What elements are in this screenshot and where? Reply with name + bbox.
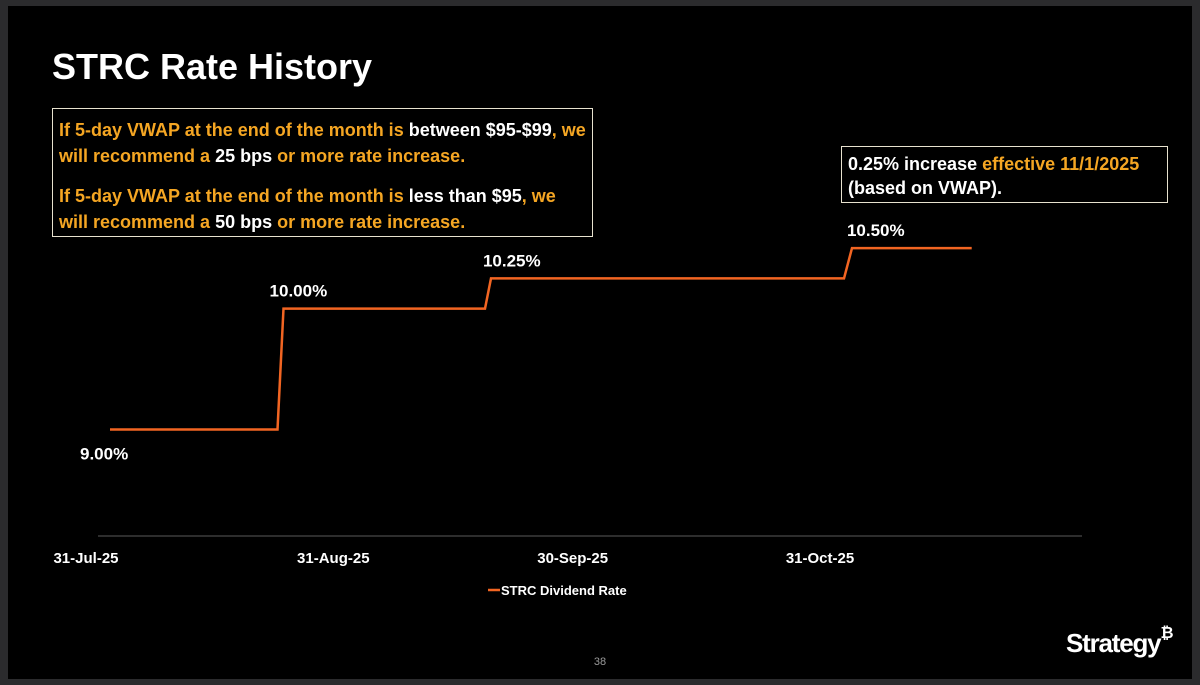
data-label: 9.00% xyxy=(80,445,128,464)
note-text-run: 0.25% increase xyxy=(848,154,983,174)
rate-chart: 31-Jul-25 31-Aug-25 30-Sep-25 31-Oct-25 9.00… xyxy=(53,221,1082,598)
vwap-rule-1: If 5-day VWAP at the end of the month is… xyxy=(59,117,586,169)
x-tick-label: 31-Aug-25 xyxy=(297,550,370,567)
legend-label: STRC Dividend Rate xyxy=(501,583,627,598)
vwap-rule-2: If 5-day VWAP at the end of the month is… xyxy=(59,183,586,235)
note-text-run: (based on VWAP). xyxy=(848,178,1003,198)
brand-name: Strategy xyxy=(1066,628,1162,658)
note-text-run: or more rate increase. xyxy=(272,146,466,166)
note-text-run: If 5-day VWAP at the end of the month is xyxy=(59,186,409,206)
note-text-run: between $95-$99 xyxy=(408,120,552,140)
rate-increase-note: 0.25% increase effective 11/1/2025 (base… xyxy=(841,146,1168,203)
x-tick-label: 31-Jul-25 xyxy=(53,550,118,567)
x-tick-label: 31-Oct-25 xyxy=(786,550,854,567)
note-text-run: or more rate increase. xyxy=(272,212,466,232)
x-tick-label: 30-Sep-25 xyxy=(537,550,608,567)
note-text-run: 50 bps xyxy=(215,212,273,232)
bitcoin-icon: ₿ xyxy=(1160,625,1174,643)
vwap-rule-note: If 5-day VWAP at the end of the month is… xyxy=(52,108,593,237)
brand-logo: Strategy₿ xyxy=(1066,625,1174,659)
note-text-run: , we will recommend a xyxy=(59,186,556,232)
page-number: 38 xyxy=(593,656,607,668)
page-title: STRC Rate History xyxy=(52,46,373,87)
data-label: 10.50% xyxy=(847,221,905,240)
note-text-run: , we will recommend a xyxy=(59,120,586,166)
note-text-run: effective 11/1/2025 xyxy=(982,154,1140,174)
slide: STRC Rate History If 5-day VWAP at the e… xyxy=(8,6,1192,679)
note-text-run: 25 bps xyxy=(215,146,273,166)
data-label: 10.00% xyxy=(270,282,328,301)
note-text-run: If 5-day VWAP at the end of the month is xyxy=(59,120,409,140)
data-label: 10.25% xyxy=(483,251,541,270)
series-line-strc-dividend-rate xyxy=(110,246,972,431)
note-text-run: less than $95 xyxy=(408,186,522,206)
